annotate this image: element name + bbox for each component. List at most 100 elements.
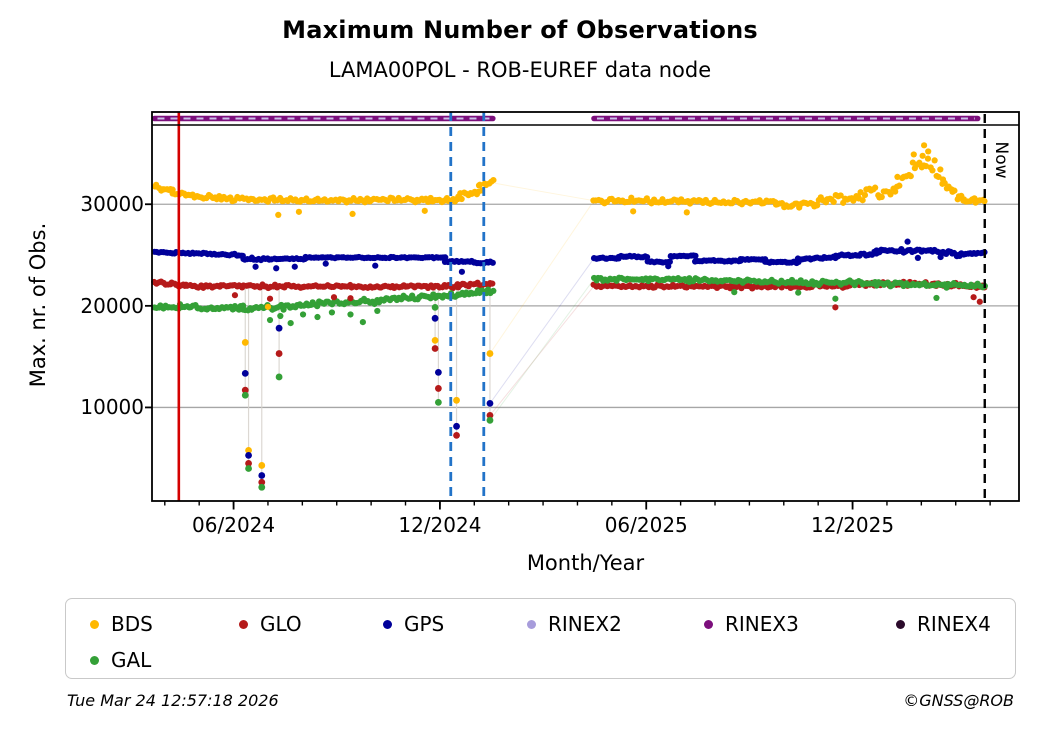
anomaly-point-glo (486, 411, 494, 419)
outlier-gal (314, 313, 321, 321)
outlier-gps (904, 238, 911, 245)
outlier-glo (976, 298, 983, 305)
legend-item-rinex2: RINEX2 (527, 611, 622, 637)
gap-link (492, 182, 595, 202)
anomaly-point-gps (245, 451, 252, 459)
data-point-bds (919, 152, 926, 159)
data-point-gps (442, 254, 449, 261)
data-point-bds (931, 157, 938, 164)
y-tick-label: 20000 (80, 293, 144, 318)
outlier-gal (731, 289, 738, 296)
anomaly-point-glo (245, 460, 252, 467)
outlier-glo (347, 295, 354, 302)
outlier-glo (330, 294, 338, 301)
legend-marker-rinex4-icon (896, 619, 905, 629)
legend-label: GPS (404, 612, 445, 636)
data-point-bds (837, 192, 844, 199)
anomaly-point-bds (453, 396, 460, 404)
anomaly-point-gal (258, 483, 266, 491)
now-label: Now (991, 141, 1011, 179)
data-point-bds (892, 188, 899, 195)
anomaly-point-glo (431, 345, 439, 352)
data-point-bds (878, 193, 885, 201)
outlier-gal (359, 318, 366, 326)
outlier-gps (372, 262, 379, 269)
outlier-gps (937, 253, 944, 261)
outlier-gps (458, 268, 466, 275)
data-point-bds (907, 173, 914, 180)
anomaly-point-glo (453, 431, 460, 439)
data-point-gal (278, 301, 285, 309)
legend-label: RINEX4 (917, 612, 991, 636)
legend-item-glo: GLO (239, 611, 302, 637)
anomaly-point-glo (434, 385, 442, 392)
outlier-glo (832, 304, 839, 311)
gap-link (489, 278, 595, 421)
legend-label: RINEX3 (725, 612, 799, 636)
gap-link (489, 258, 595, 404)
outlier-gal (277, 312, 284, 320)
legend-marker-rinex3-icon (704, 619, 713, 629)
outlier-gps (914, 254, 921, 261)
data-point-gal (490, 287, 497, 294)
legend-item-rinex4: RINEX4 (896, 611, 991, 637)
legend-label: GAL (111, 648, 152, 672)
legend-label: RINEX2 (548, 612, 622, 636)
data-point-bds (929, 167, 936, 174)
data-point-bds (476, 181, 483, 188)
outlier-bds (295, 208, 303, 215)
legend-label: GLO (260, 612, 302, 636)
outlier-gps (291, 263, 298, 270)
outlier-bds (275, 211, 282, 219)
data-point-bds (924, 155, 932, 162)
legend-marker-rinex2-icon (527, 619, 536, 629)
outlier-glo (970, 294, 977, 301)
anomaly-point-bds (258, 462, 266, 469)
anomaly-point-gal (486, 416, 494, 424)
outlier-bds (421, 207, 428, 214)
legend-label: BDS (111, 612, 153, 636)
anomaly-point-bds (431, 336, 439, 344)
chart-subtitle: LAMA00POL - ROB-EUREF data node (328, 58, 712, 82)
anomaly-point-glo (241, 386, 249, 394)
legend-item-rinex3: RINEX3 (704, 611, 799, 637)
copyright: ©GNSS@ROB (903, 691, 1014, 710)
data-point-bds (830, 198, 837, 206)
anomaly-point-bds (486, 350, 494, 357)
gap-link (489, 200, 595, 354)
outlier-gal (299, 311, 307, 318)
outlier-bds (349, 210, 356, 217)
data-point-gal (314, 303, 321, 310)
outlier-gal (374, 307, 381, 315)
legend-item-gal: GAL (90, 647, 151, 673)
data-point-gps (692, 252, 699, 259)
outlier-bds (925, 148, 932, 155)
data-point-bds (859, 197, 866, 204)
data-point-gps (489, 259, 496, 266)
anomaly-point-gal (431, 303, 439, 311)
anomaly-point-gps (241, 369, 249, 377)
anomaly-point-gps (431, 314, 439, 322)
data-point-bds (894, 173, 901, 180)
outlier-bds (264, 303, 272, 310)
anomaly-point-bds (241, 339, 249, 346)
outlier-bds (683, 209, 690, 216)
outlier-glo (266, 295, 274, 302)
data-point-bds (872, 184, 879, 191)
anomaly-point-gps (275, 324, 283, 332)
legend: BDS GLO GPS RINEX2 RINEX3 RINEX4 GAL (65, 598, 1016, 679)
data-point-bds (937, 166, 944, 173)
legend-item-gps: GPS (383, 611, 444, 637)
data-point-glo (489, 280, 496, 287)
outlier-gps (665, 263, 672, 270)
anomaly-point-gps (258, 472, 266, 479)
x-axis-label: Month/Year (526, 551, 645, 575)
outlier-gal (347, 311, 354, 318)
legend-marker-bds-icon (90, 619, 99, 629)
x-tick-label: 12/2024 (398, 513, 482, 537)
timestamp: Tue Mar 24 12:57:18 2026 (67, 691, 279, 710)
anomaly-point-bds (245, 447, 252, 454)
anomaly-point-gps (486, 399, 494, 407)
outlier-gps (322, 260, 329, 267)
